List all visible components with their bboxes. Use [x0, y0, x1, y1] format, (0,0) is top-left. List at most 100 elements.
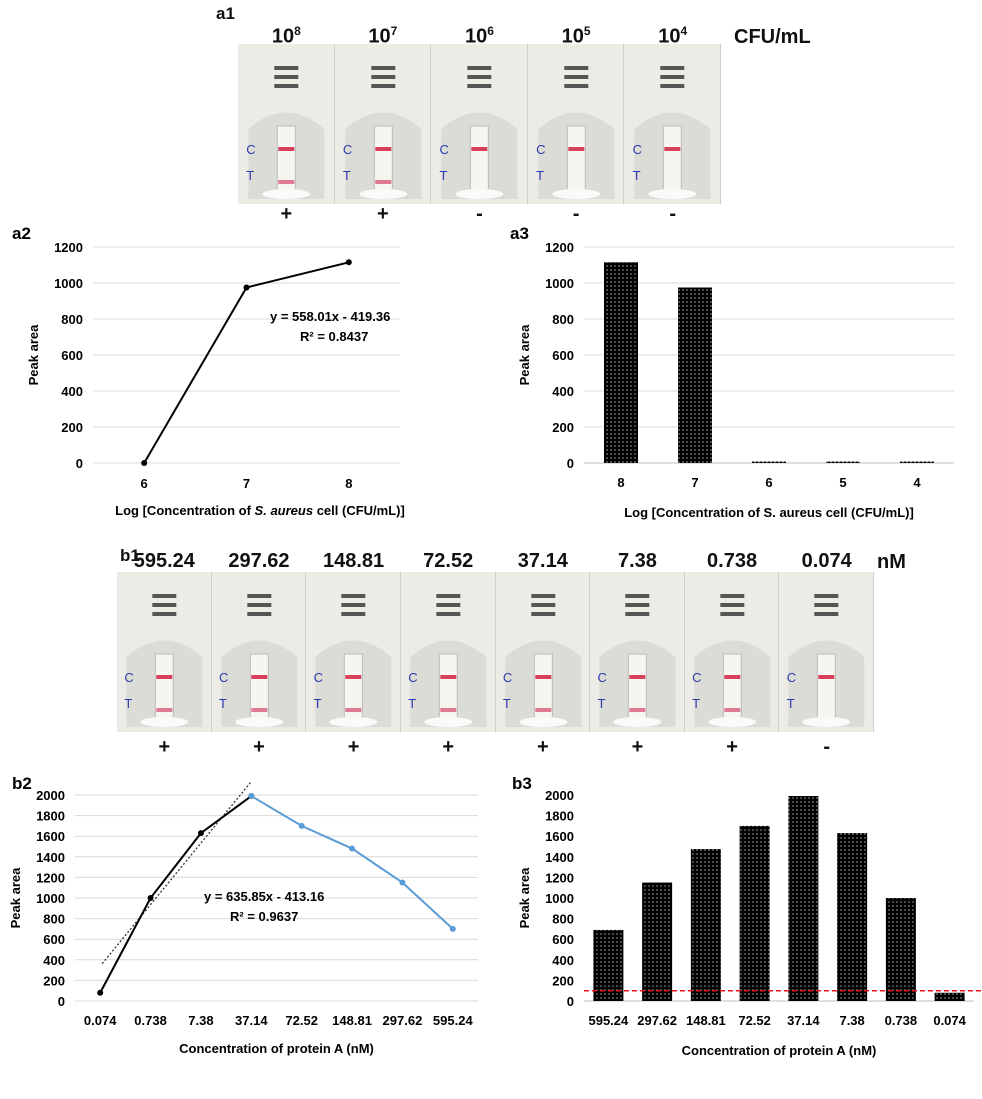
control-line: [568, 147, 585, 151]
control-line-label: C: [218, 670, 229, 685]
strip-window: [663, 125, 683, 193]
exponent-base: 10: [658, 25, 681, 48]
test-line: [440, 708, 457, 712]
y-tick-label: 0: [58, 994, 65, 1009]
y-tick-label: 1600: [545, 829, 574, 844]
test-line: [374, 180, 391, 184]
panel-label-b1: b1: [120, 546, 140, 565]
y-tick-label: 800: [43, 912, 65, 927]
strip-base: [262, 189, 311, 199]
control-line: [345, 675, 362, 679]
bar: [604, 262, 638, 463]
strip-slot-mark: [720, 603, 745, 607]
control-line: [278, 147, 295, 151]
y-tick-label: 800: [61, 312, 83, 327]
y-axis-label: Peak area: [26, 324, 41, 385]
test-line-label: T: [692, 696, 701, 711]
x-tick-label: 148.81: [332, 1013, 372, 1028]
strip-result-sign: +: [347, 736, 360, 758]
control-line-label: C: [632, 142, 643, 157]
strip-base: [802, 717, 851, 727]
strip-concentration-label: 0.738: [707, 550, 758, 572]
x-tick-label: 8: [617, 475, 624, 490]
bar: [678, 287, 712, 463]
x-tick-label: 7: [243, 476, 250, 491]
y-axis-label: Peak area: [517, 867, 532, 928]
strip-base: [455, 189, 504, 199]
test-line-label: T: [786, 696, 795, 711]
y-tick-label: 600: [43, 932, 65, 947]
exponent-base: 10: [465, 25, 488, 48]
x-tick-label: 148.81: [686, 1013, 726, 1028]
test-line-label: T: [218, 696, 227, 711]
strip-slot-mark: [564, 75, 589, 79]
y-tick-label: 0: [567, 994, 574, 1009]
strip-slot-mark: [370, 84, 395, 88]
strip-slot-mark: [436, 603, 461, 607]
y-tick-label: 1400: [545, 850, 574, 865]
control-line: [471, 147, 488, 151]
control-line-label: C: [536, 142, 546, 157]
trend-equation: y = 558.01x - 419.36: [270, 309, 390, 324]
x-tick-label: 297.62: [383, 1013, 423, 1028]
x-axis-label: Log [Concentration of S. aureus cell (CF…: [624, 505, 914, 520]
chart-a3: a3 0 200 400 600 800 1000 1200 Peak area 8 7 6 5 4 Log…: [510, 224, 954, 520]
strip-slot-mark: [660, 75, 685, 79]
panel-label-b2: b2: [12, 774, 32, 793]
y-tick-label: 1000: [36, 891, 65, 906]
chart-b2: b2 0 200 400 600 800 1000 1200 1400 1600 1800 2000 P…: [8, 774, 478, 1056]
control-line: [664, 147, 681, 151]
test-line: [250, 708, 267, 712]
bar: [788, 796, 819, 1001]
strip-result-sign: +: [377, 203, 389, 225]
x-axis-label-part: cell (CFU/mL)]: [313, 503, 405, 518]
y-axis-label: Peak area: [517, 324, 532, 385]
a1-unit-label: CFU/mL: [734, 26, 811, 48]
strip-slot-mark: [625, 612, 650, 616]
exponent-power: 7: [390, 24, 398, 38]
strip-slot-mark: [274, 66, 299, 70]
x-tick-label: 72.52: [738, 1013, 771, 1028]
strip-result-sign: +: [536, 736, 549, 758]
exponent-power: 4: [680, 24, 688, 38]
control-line-label: C: [408, 670, 418, 685]
strip-window: [469, 125, 489, 193]
control-line: [374, 147, 391, 151]
x-tick-label: 0.074: [84, 1013, 117, 1028]
strip-window: [566, 125, 586, 193]
y-tick-label: 400: [552, 384, 574, 399]
strip-base: [358, 189, 407, 199]
control-line: [724, 675, 741, 679]
x-tick-label: 8: [345, 476, 352, 491]
control-line: [534, 675, 551, 679]
x-tick-label: 595.24: [588, 1013, 629, 1028]
panel-label-a3: a3: [510, 224, 529, 243]
x-tick-label: 6: [141, 476, 148, 491]
x-tick-label: 297.62: [637, 1013, 677, 1028]
strip-concentration-label: 148.81: [322, 550, 385, 572]
test-line-label: T: [246, 168, 255, 183]
x-tick-label: 0.074: [933, 1013, 966, 1028]
strip-slot-mark: [625, 594, 650, 598]
data-point: [298, 822, 305, 829]
strip-base: [329, 717, 378, 727]
strip-slot-mark: [530, 612, 555, 616]
bar: [885, 898, 916, 1001]
control-line-label: C: [439, 142, 449, 157]
strip-result-sign: +: [253, 736, 265, 758]
strip-slot-mark: [564, 66, 589, 70]
strip-concentration-label: 297.62: [228, 550, 290, 572]
series-line: [143, 261, 350, 464]
test-line: [278, 180, 295, 184]
strip-slot-mark: [814, 594, 839, 598]
y-tick-label: 1200: [545, 870, 574, 885]
test-line: [724, 708, 741, 712]
strip-slot-mark: [660, 84, 685, 88]
